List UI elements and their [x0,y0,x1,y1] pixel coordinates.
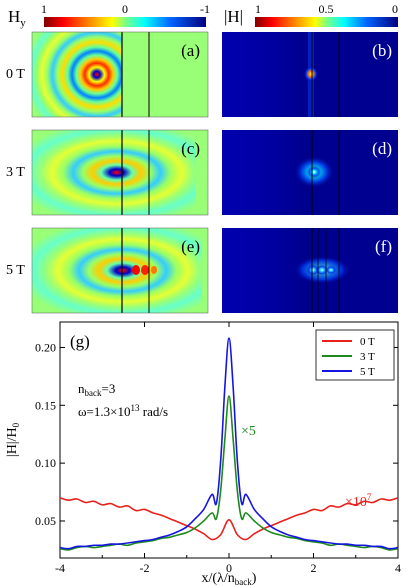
y-tick-label: 0.15 [35,398,56,412]
x-axis-label: x/(λ/nback) [202,571,257,586]
annotation-omega: ω=1.3×1013 rad/s [78,403,168,419]
y-axis-label: |H|/H0 [5,422,21,457]
row-label-5T: 5 T [6,263,25,278]
axis-ticks: -4 -2 0 2 4 0.05 0.10 0.15 0.20 [35,322,401,575]
colorbar-hy-label: Hy [8,7,26,29]
y-tick-label: 0.10 [35,456,56,470]
field-map-panel-d [222,130,398,215]
x-tick-label: 2 [311,561,317,575]
field-map-panel-f [222,228,398,313]
legend-label-3T: 3 T [360,351,375,363]
field-map-panel-e [32,228,208,313]
x-tick-label: 0 [226,561,232,575]
annotation-scale-3T: ×5 [241,424,256,439]
annotation-nback: nback=3 [78,381,115,398]
series-lines [60,337,398,551]
x-tick-label: -4 [55,561,65,575]
annotation-scale-0T: ×107 [345,492,372,510]
line-chart: -4 -2 0 2 4 0.05 0.10 0.15 0.20 (g) nback=3 ω=1.… [5,321,401,586]
panel-letter-a: (a) [181,41,200,60]
colorbar-hy-tick: -1 [200,2,210,16]
series-line-5T [60,337,398,550]
legend-label-0T: 0 T [360,336,375,348]
series-line-0T [60,497,398,541]
x-tick-label: 4 [395,561,401,575]
panel-letter-c: (c) [181,139,200,158]
panel-letter-g: (g) [70,332,90,351]
panel-letter-b: (b) [372,41,392,60]
colorbar-hy-tick: 0 [122,2,128,16]
panel-letter-e: (e) [181,237,200,256]
colorbar-habs-label: |H| [224,7,243,26]
y-tick-label: 0.05 [35,514,56,528]
legend-label-5T: 5 T [360,366,375,378]
row-label-0T: 0 T [6,67,25,82]
x-tick-label: -2 [140,561,150,575]
colorbar-habs: |H| 1 0.5 0 [224,2,398,27]
panel-letter-f: (f) [375,237,392,256]
field-map-panel-c [32,130,208,215]
legend: 0 T 3 T 5 T [315,329,395,381]
colorbar-hy: Hy 1 0 -1 [8,2,210,29]
panel-letter-d: (d) [372,139,392,158]
colorbar-habs-tick: 1 [255,2,261,16]
colorbar-habs-tick: 0.5 [319,2,334,16]
row-label-3T: 3 T [6,165,25,180]
colorbar-habs-tick: 0 [392,2,398,16]
colorbar-hy-tick: 1 [41,2,47,16]
field-map-panel-a [32,32,208,117]
field-map-panel-b [222,32,398,117]
y-tick-label: 0.20 [35,340,56,354]
colorbar-hy-gradient [44,17,206,27]
colorbar-habs-gradient [255,17,398,27]
